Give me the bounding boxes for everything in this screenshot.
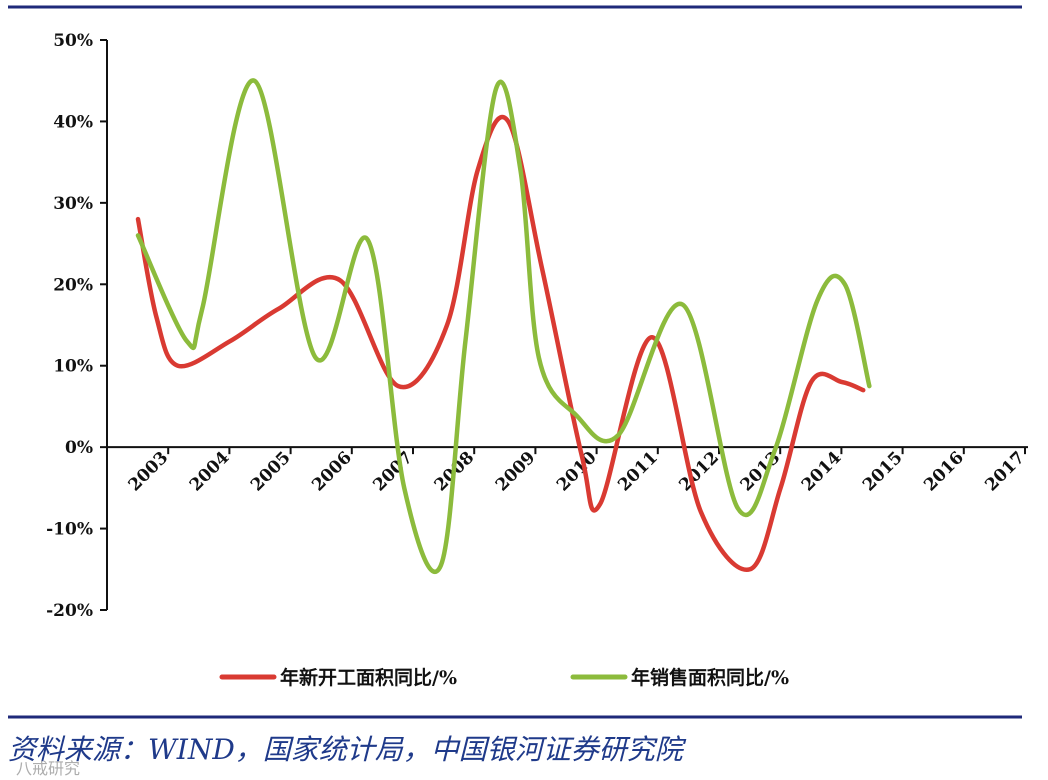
y-tick-label: -20% [46,601,93,621]
x-tick-label: 2006 [308,448,356,496]
series-line-new-construction [135,114,866,572]
x-tick-label: 2012 [675,448,723,496]
x-tick-label: 2017 [981,448,1029,496]
legend-label: 年新开工面积同比/% [280,666,457,689]
x-tick-label: 2016 [920,448,968,496]
x-tick-label: 2007 [369,448,417,496]
y-tick-label: 20% [53,275,93,295]
series-group [135,78,872,574]
x-tick-label: 2009 [492,448,540,496]
y-tick-label: -10% [46,520,93,540]
y-tick-label: 30% [53,194,93,214]
legend-label: 年销售面积同比/% [631,666,789,689]
x-tick-label: 2004 [186,448,234,496]
axes: 50% 40% 30% 20% 10% 0% -10% -20% 2003 2004 2005 200… [46,31,1029,621]
y-tick-label: 10% [53,357,93,377]
y-tick-label: 0% [65,438,93,458]
x-tick-label: 2015 [859,448,907,496]
y-tick-label: 40% [53,112,93,132]
x-tick-label: 2010 [553,448,601,496]
y-tick-label: 50% [53,31,93,51]
legend: 年新开工面积同比/% 年销售面积同比/% [219,666,789,689]
x-tick-label: 2005 [247,448,295,496]
x-tick-label: 2014 [798,448,846,496]
watermark: 八戒研究 [16,759,81,778]
source-note: 资料来源：WIND，国家统计局，中国银河证券研究院 [8,733,683,766]
x-tick-label: 2011 [614,448,662,496]
series-line-sales [135,78,872,574]
x-tick-label: 2003 [125,448,173,496]
